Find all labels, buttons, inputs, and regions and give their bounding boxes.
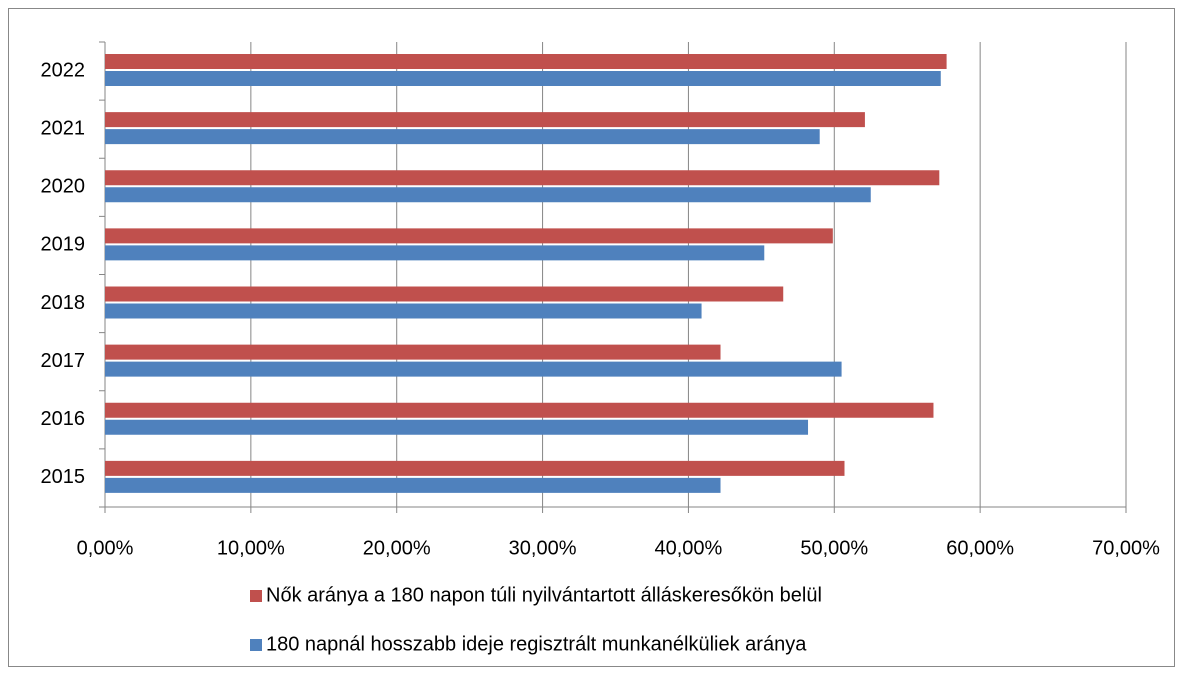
bar	[105, 228, 833, 244]
legend-label: 180 napnál hosszabb ideje regisztrált mu…	[266, 633, 807, 655]
legend-swatch	[250, 639, 262, 651]
chart-border	[8, 8, 1175, 667]
y-tick-label: 2021	[41, 117, 86, 139]
bar	[105, 170, 940, 186]
y-tick-label: 2015	[41, 466, 86, 488]
bar	[105, 402, 934, 418]
y-tick-label: 2016	[41, 408, 86, 430]
bar	[105, 71, 941, 86]
x-tick-label: 0,00%	[77, 537, 134, 559]
bar	[105, 419, 809, 435]
bar	[105, 54, 947, 69]
bar	[105, 187, 871, 203]
y-tick-label: 2020	[41, 176, 86, 198]
legend-label: Nők aránya a 180 napon túli nyilvántarto…	[266, 584, 822, 606]
y-tick-label: 2022	[41, 59, 86, 81]
bar	[105, 361, 842, 377]
y-tick-label: 2017	[41, 350, 86, 372]
y-tick-label: 2019	[41, 234, 86, 256]
bar	[105, 303, 702, 319]
x-tick-label: 70,00%	[1092, 537, 1160, 559]
bar	[105, 245, 765, 261]
bar	[105, 460, 845, 476]
x-tick-label: 50,00%	[800, 537, 868, 559]
bar	[105, 344, 721, 360]
x-tick-label: 60,00%	[946, 537, 1014, 559]
x-tick-label: 30,00%	[509, 537, 577, 559]
bar	[105, 286, 784, 302]
bar	[105, 112, 865, 128]
bar	[105, 129, 820, 145]
bar	[105, 477, 721, 493]
legend-swatch	[250, 590, 262, 602]
x-tick-label: 20,00%	[363, 537, 431, 559]
y-tick-label: 2018	[41, 292, 86, 314]
x-tick-label: 10,00%	[217, 537, 285, 559]
x-tick-label: 40,00%	[655, 537, 723, 559]
